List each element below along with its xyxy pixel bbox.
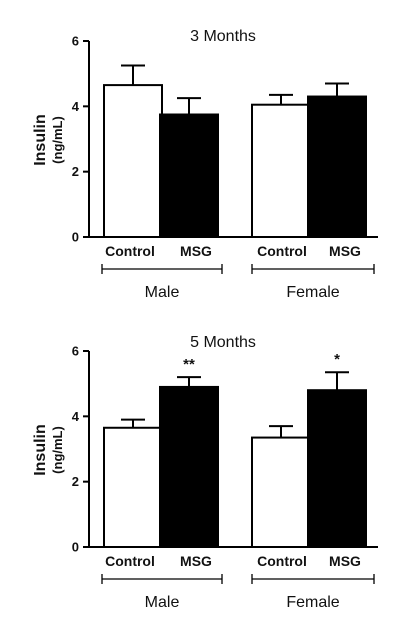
group-bracket-female <box>251 574 375 584</box>
y-axis-label: Insulin <box>32 114 49 166</box>
significance-marks: ** * <box>183 351 340 373</box>
category-label: MSG <box>180 553 212 569</box>
group-bracket-male <box>101 264 223 274</box>
group-label-female: Female <box>286 594 339 611</box>
bar-control <box>251 436 311 549</box>
panel-3-months: 3 Months Insulin (ng/mL) 0 2 4 6 Control MS… <box>32 28 378 301</box>
category-label: Control <box>105 553 155 569</box>
bar-control <box>251 103 311 238</box>
group-label-male: Male <box>145 594 180 611</box>
category-label: Control <box>257 243 307 259</box>
bar-control <box>103 426 163 548</box>
significance-mark: ** <box>183 356 195 373</box>
category-label: MSG <box>329 553 361 569</box>
y-tick-label: 6 <box>72 34 79 49</box>
bar-msg <box>307 389 367 549</box>
panel-title: 5 Months <box>190 334 256 351</box>
significance-mark: * <box>334 351 340 368</box>
y-axis-unit: (ng/mL) <box>50 426 65 474</box>
category-label: Control <box>105 243 155 259</box>
y-tick-label: 6 <box>72 344 79 359</box>
group-bracket-male <box>101 574 223 584</box>
y-tick-label: 0 <box>72 540 79 555</box>
group-label-female: Female <box>286 284 339 301</box>
bars <box>103 385 367 549</box>
group-bracket-female <box>251 264 375 274</box>
group-label-male: Male <box>145 284 180 301</box>
category-label: MSG <box>329 243 361 259</box>
y-axis-unit: (ng/mL) <box>50 116 65 164</box>
error-bars <box>121 64 349 115</box>
bar-msg <box>159 385 219 548</box>
y-tick-label: 2 <box>72 164 79 179</box>
y-tick-label: 4 <box>72 409 80 424</box>
bar-msg <box>159 113 219 238</box>
y-tick-label: 0 <box>72 230 79 245</box>
bar-control <box>103 84 163 238</box>
y-ticks: 0 2 4 6 <box>72 344 89 555</box>
error-bars <box>121 371 349 438</box>
y-ticks: 0 2 4 6 <box>72 34 89 245</box>
y-tick-label: 2 <box>72 474 79 489</box>
y-axis-label: Insulin <box>32 424 49 476</box>
y-tick-label: 4 <box>72 99 80 114</box>
bar-msg <box>307 95 367 238</box>
panel-title: 3 Months <box>190 28 256 45</box>
category-label: Control <box>257 553 307 569</box>
category-label: MSG <box>180 243 212 259</box>
bars <box>103 84 367 238</box>
